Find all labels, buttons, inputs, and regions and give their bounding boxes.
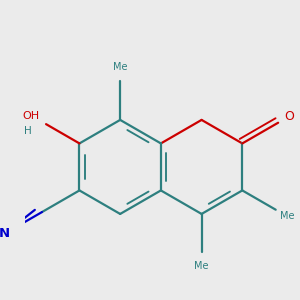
Text: Me: Me <box>113 62 128 72</box>
Text: O: O <box>284 110 294 123</box>
Text: Me: Me <box>280 211 294 221</box>
Text: N: N <box>0 227 10 240</box>
Text: H: H <box>24 126 32 136</box>
Text: Me: Me <box>194 261 209 271</box>
Text: OH: OH <box>23 111 40 121</box>
